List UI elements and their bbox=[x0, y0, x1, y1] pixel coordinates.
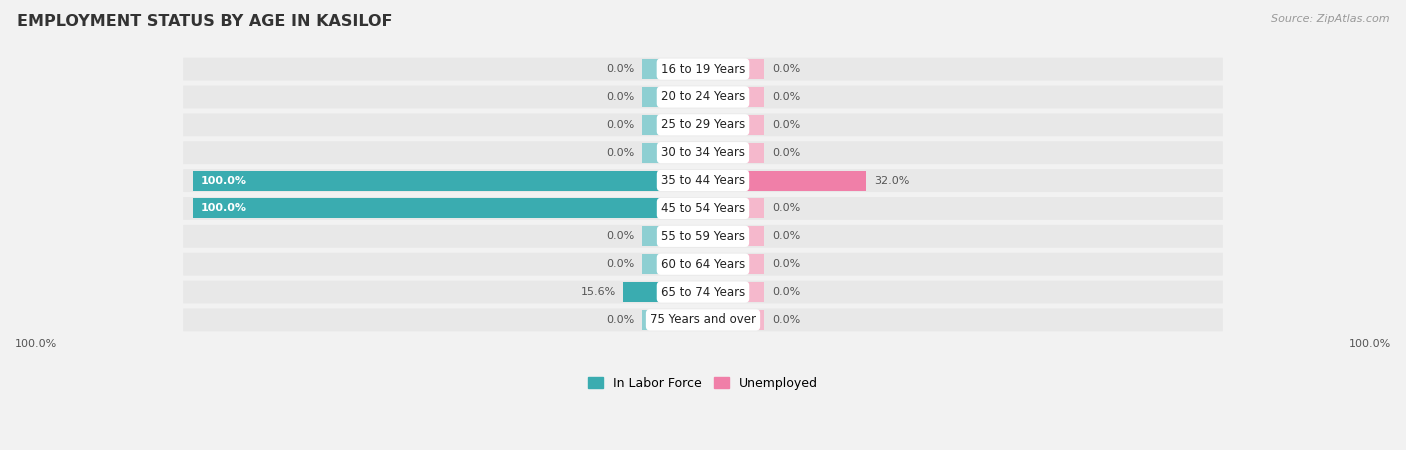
Text: 0.0%: 0.0% bbox=[606, 120, 634, 130]
Bar bbox=[703, 226, 763, 246]
FancyBboxPatch shape bbox=[183, 197, 1223, 220]
Bar bbox=[703, 198, 763, 218]
Text: EMPLOYMENT STATUS BY AGE IN KASILOF: EMPLOYMENT STATUS BY AGE IN KASILOF bbox=[17, 14, 392, 28]
Bar bbox=[703, 143, 763, 163]
FancyBboxPatch shape bbox=[183, 58, 1223, 81]
FancyBboxPatch shape bbox=[183, 113, 1223, 136]
Bar bbox=[643, 115, 703, 135]
Bar bbox=[703, 254, 763, 274]
Text: 45 to 54 Years: 45 to 54 Years bbox=[661, 202, 745, 215]
Text: 100.0%: 100.0% bbox=[15, 339, 58, 349]
FancyBboxPatch shape bbox=[183, 281, 1223, 303]
Bar bbox=[643, 254, 703, 274]
Text: 25 to 29 Years: 25 to 29 Years bbox=[661, 118, 745, 131]
Text: 75 Years and over: 75 Years and over bbox=[650, 313, 756, 326]
Text: 0.0%: 0.0% bbox=[772, 231, 800, 241]
Text: 0.0%: 0.0% bbox=[772, 120, 800, 130]
Bar bbox=[194, 198, 703, 218]
Text: 100.0%: 100.0% bbox=[201, 203, 247, 213]
Bar bbox=[643, 59, 703, 79]
FancyBboxPatch shape bbox=[183, 141, 1223, 164]
Bar bbox=[643, 226, 703, 246]
Text: 0.0%: 0.0% bbox=[606, 231, 634, 241]
Bar bbox=[703, 115, 763, 135]
Text: 16 to 19 Years: 16 to 19 Years bbox=[661, 63, 745, 76]
Text: 0.0%: 0.0% bbox=[772, 259, 800, 269]
Text: 15.6%: 15.6% bbox=[581, 287, 616, 297]
FancyBboxPatch shape bbox=[183, 86, 1223, 108]
Bar bbox=[643, 310, 703, 330]
Bar bbox=[194, 171, 703, 191]
Text: 0.0%: 0.0% bbox=[772, 92, 800, 102]
Text: 0.0%: 0.0% bbox=[606, 148, 634, 157]
Bar bbox=[643, 87, 703, 107]
Text: 20 to 24 Years: 20 to 24 Years bbox=[661, 90, 745, 104]
Bar bbox=[703, 310, 763, 330]
Text: 0.0%: 0.0% bbox=[606, 64, 634, 74]
Text: 0.0%: 0.0% bbox=[772, 287, 800, 297]
Text: 35 to 44 Years: 35 to 44 Years bbox=[661, 174, 745, 187]
Text: 0.0%: 0.0% bbox=[772, 148, 800, 157]
Text: 0.0%: 0.0% bbox=[772, 64, 800, 74]
Bar bbox=[703, 171, 866, 191]
Bar bbox=[703, 282, 763, 302]
Text: 0.0%: 0.0% bbox=[772, 315, 800, 325]
FancyBboxPatch shape bbox=[183, 225, 1223, 248]
Bar bbox=[703, 87, 763, 107]
Text: 0.0%: 0.0% bbox=[606, 315, 634, 325]
FancyBboxPatch shape bbox=[183, 253, 1223, 275]
Text: 32.0%: 32.0% bbox=[873, 176, 910, 185]
Bar bbox=[623, 282, 703, 302]
Text: 0.0%: 0.0% bbox=[772, 203, 800, 213]
Text: 0.0%: 0.0% bbox=[606, 259, 634, 269]
Text: 65 to 74 Years: 65 to 74 Years bbox=[661, 286, 745, 298]
FancyBboxPatch shape bbox=[183, 169, 1223, 192]
Text: 60 to 64 Years: 60 to 64 Years bbox=[661, 258, 745, 271]
FancyBboxPatch shape bbox=[183, 309, 1223, 331]
Text: Source: ZipAtlas.com: Source: ZipAtlas.com bbox=[1271, 14, 1389, 23]
Text: 100.0%: 100.0% bbox=[1348, 339, 1391, 349]
Text: 100.0%: 100.0% bbox=[201, 176, 247, 185]
Bar bbox=[643, 143, 703, 163]
Text: 30 to 34 Years: 30 to 34 Years bbox=[661, 146, 745, 159]
Text: 0.0%: 0.0% bbox=[606, 92, 634, 102]
Legend: In Labor Force, Unemployed: In Labor Force, Unemployed bbox=[583, 372, 823, 395]
Bar bbox=[703, 59, 763, 79]
Text: 55 to 59 Years: 55 to 59 Years bbox=[661, 230, 745, 243]
